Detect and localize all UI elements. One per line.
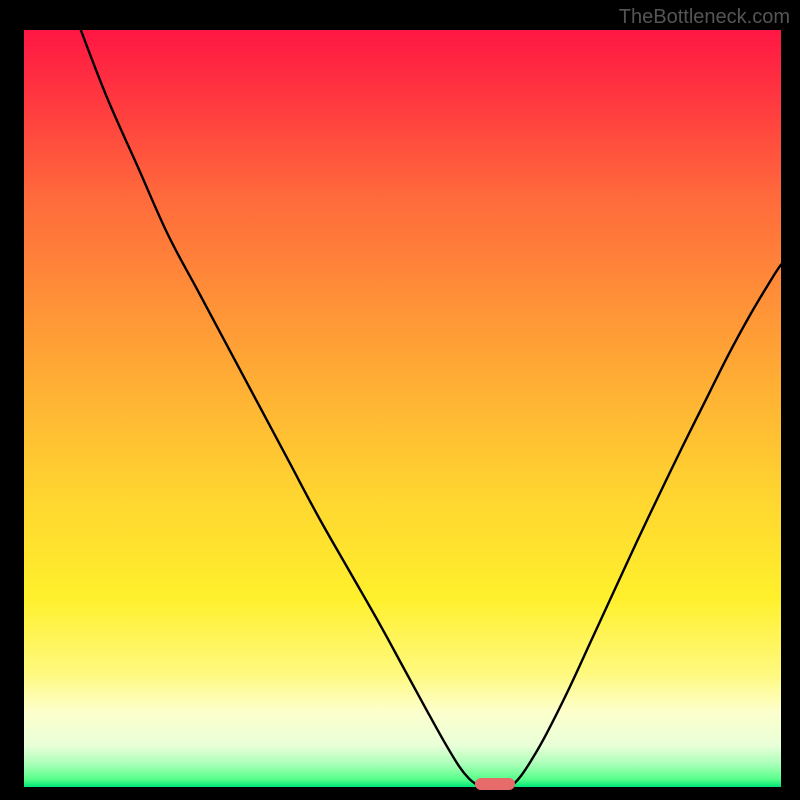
plot-area bbox=[24, 30, 781, 787]
optimum-marker bbox=[475, 778, 514, 790]
watermark: TheBottleneck.com bbox=[619, 6, 790, 29]
curve-overlay bbox=[24, 30, 781, 787]
chart-container: TheBottleneck.com bbox=[0, 0, 800, 800]
